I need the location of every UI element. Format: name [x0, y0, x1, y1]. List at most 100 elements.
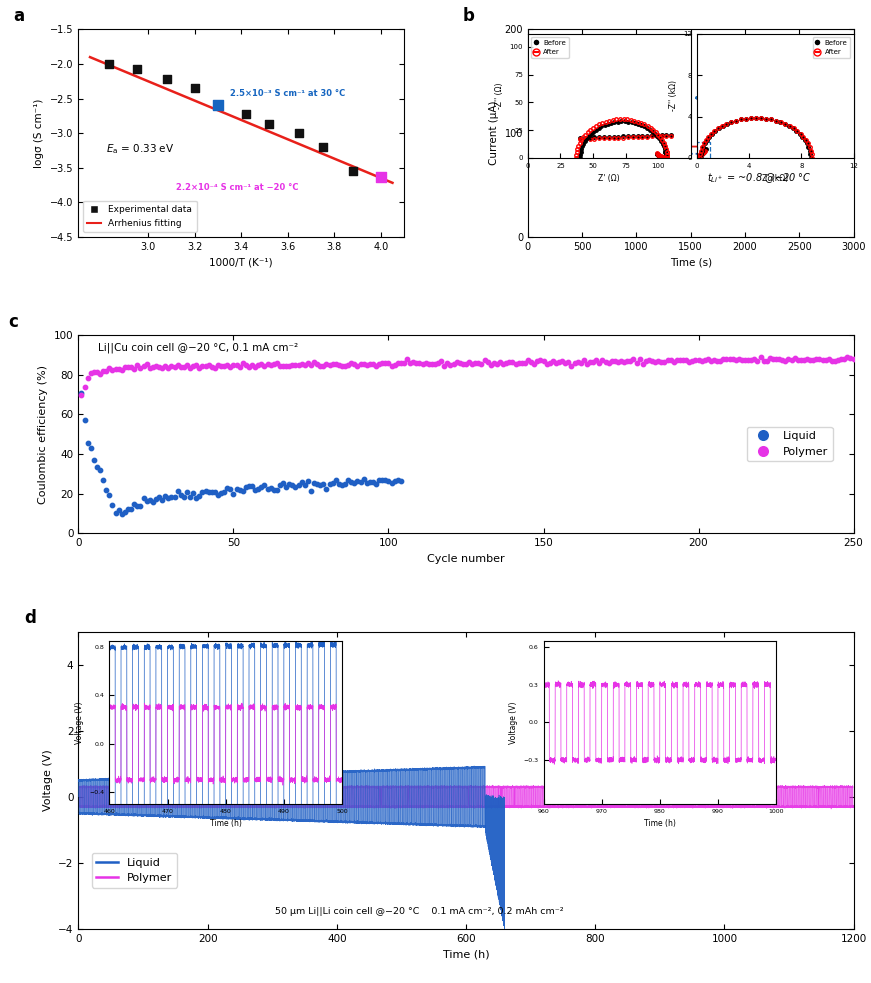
Point	[654, 354, 668, 370]
Point	[322, 477, 336, 492]
Point	[137, 358, 151, 374]
Y-axis label: Coulombic efficiency (%): Coulombic efficiency (%)	[38, 365, 49, 503]
Point	[226, 358, 240, 374]
Point	[425, 356, 439, 372]
Point	[248, 359, 262, 375]
Point	[267, 482, 280, 497]
Point	[530, 354, 544, 370]
Point	[766, 351, 780, 367]
Point	[258, 478, 272, 493]
Point	[300, 474, 314, 490]
Point	[729, 352, 743, 368]
Point	[133, 498, 147, 514]
Point	[245, 357, 259, 373]
Text: b: b	[463, 7, 475, 26]
Point	[294, 474, 308, 490]
Point	[341, 473, 355, 489]
Point	[208, 360, 222, 376]
Point	[262, 116, 276, 132]
Point	[664, 353, 678, 369]
Point	[109, 504, 123, 520]
Point	[335, 477, 349, 492]
Point	[437, 358, 451, 374]
Point	[155, 361, 169, 376]
X-axis label: Time (s): Time (s)	[670, 258, 712, 267]
Point	[125, 500, 138, 516]
Legend: Liquid, Polymer: Liquid, Polymer	[747, 427, 833, 461]
Point	[363, 356, 377, 372]
Point	[239, 357, 253, 373]
Point	[294, 356, 308, 372]
Point	[350, 473, 364, 489]
Point	[512, 355, 526, 371]
Point	[105, 363, 119, 378]
Point	[78, 412, 91, 428]
Point	[785, 353, 799, 369]
Point	[372, 356, 386, 372]
Text: 2.2×10⁻⁴ S cm⁻¹ at −20 °C: 2.2×10⁻⁴ S cm⁻¹ at −20 °C	[176, 183, 299, 192]
Point	[779, 353, 793, 369]
Point	[188, 81, 202, 96]
Point	[645, 353, 659, 369]
Point	[78, 378, 91, 394]
Point	[406, 355, 420, 371]
X-axis label: Time (h): Time (h)	[442, 950, 490, 959]
Point	[192, 489, 206, 504]
Point	[344, 356, 358, 372]
Point	[292, 357, 306, 373]
Point	[282, 476, 296, 492]
Point	[704, 353, 718, 369]
Point	[143, 360, 157, 376]
Point	[214, 358, 228, 374]
Point	[496, 356, 510, 372]
Point	[360, 475, 374, 491]
Point	[189, 491, 203, 506]
Point	[493, 354, 507, 370]
Point	[843, 350, 857, 366]
Point	[564, 358, 578, 374]
Y-axis label: Current (μA): Current (μA)	[489, 101, 499, 165]
Point	[81, 370, 95, 385]
Legend: Liquid, Polymer: Liquid, Polymer	[91, 853, 177, 888]
Point	[276, 358, 290, 374]
Point	[111, 502, 125, 518]
Point	[236, 483, 250, 498]
Point	[524, 354, 538, 370]
Point	[723, 351, 737, 367]
Point	[447, 356, 461, 372]
Point	[348, 356, 361, 372]
Point	[242, 359, 256, 375]
Point	[208, 485, 222, 500]
Point	[465, 356, 479, 372]
Point	[378, 355, 392, 371]
Point	[173, 488, 187, 503]
Point	[400, 351, 414, 367]
Point	[282, 358, 296, 374]
Point	[314, 358, 327, 374]
Point	[769, 351, 783, 367]
Point	[475, 356, 489, 372]
Y-axis label: Voltage (V): Voltage (V)	[43, 749, 52, 811]
Point	[583, 355, 597, 371]
Point	[546, 353, 560, 369]
Y-axis label: logσ (S cm⁻¹): logσ (S cm⁻¹)	[34, 98, 44, 168]
Point	[503, 354, 517, 370]
Point	[260, 357, 274, 373]
Point	[173, 360, 187, 376]
Point	[230, 481, 244, 496]
Point	[310, 356, 324, 372]
Point	[499, 355, 513, 371]
Point	[719, 351, 733, 367]
Point	[233, 359, 246, 375]
Point	[745, 352, 759, 368]
Point	[167, 360, 181, 376]
Point	[394, 474, 408, 490]
Point	[815, 352, 829, 368]
Point	[648, 354, 662, 370]
Point	[366, 474, 380, 490]
Point	[298, 478, 312, 493]
Point	[834, 351, 848, 367]
Point	[354, 356, 368, 372]
Point	[304, 484, 318, 499]
Point	[388, 357, 402, 373]
